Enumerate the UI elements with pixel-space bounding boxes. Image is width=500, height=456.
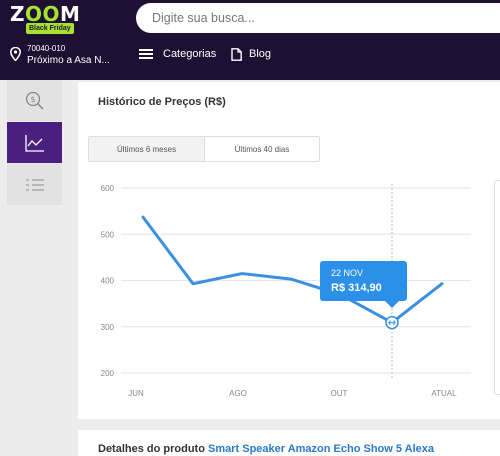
blog-link[interactable]: Blog bbox=[231, 45, 271, 63]
blog-label: Blog bbox=[249, 48, 272, 60]
chart-icon bbox=[24, 134, 44, 152]
x-tick-label: JUN bbox=[128, 389, 144, 398]
y-tick-label: 200 bbox=[101, 369, 115, 378]
sidebar-tab-list[interactable] bbox=[7, 164, 62, 205]
product-details-card: Detalhes do produto Smart Speaker Amazon… bbox=[78, 430, 500, 456]
x-tick-label: OUT bbox=[331, 389, 348, 398]
y-tick-label: 300 bbox=[101, 323, 115, 332]
price-history-title: Histórico de Preços (R$) bbox=[98, 96, 226, 108]
categories-menu[interactable]: Categorias bbox=[139, 45, 216, 63]
tooltip-date: 22 NOV bbox=[331, 268, 364, 278]
logo-text: ZOOM bbox=[10, 2, 81, 26]
price-search-icon: $ bbox=[25, 91, 44, 110]
top-header: ZOOM Black Friday 70040-010 Próximo a As… bbox=[0, 0, 500, 80]
drag-arrows-icon bbox=[388, 320, 396, 325]
sidebar-tab-chart[interactable] bbox=[7, 122, 62, 163]
period-tabs: Últimos 6 meses Últimos 40 dias bbox=[88, 136, 320, 162]
product-name-link[interactable]: Smart Speaker Amazon Echo Show 5 Alexa bbox=[208, 443, 434, 455]
tab-6-months[interactable]: Últimos 6 meses bbox=[89, 137, 205, 161]
search-input[interactable] bbox=[136, 3, 500, 33]
y-tick-label: 600 bbox=[101, 184, 115, 193]
list-icon bbox=[25, 178, 44, 191]
x-tick-label: AGO bbox=[229, 389, 247, 398]
svg-text:$: $ bbox=[30, 95, 35, 104]
hamburger-icon bbox=[139, 49, 153, 59]
black-friday-badge: Black Friday bbox=[26, 23, 74, 34]
categories-label: Categorias bbox=[163, 48, 217, 60]
tooltip-price: R$ 314,90 bbox=[331, 282, 382, 294]
x-tick-label: ATUAL bbox=[431, 389, 457, 398]
price-history-card: Histórico de Preços (R$) Últimos 6 meses… bbox=[78, 82, 500, 419]
document-icon bbox=[231, 47, 242, 61]
product-details-label: Detalhes do produto bbox=[98, 443, 205, 455]
location-city: Próximo a Asa N... bbox=[27, 55, 110, 66]
price-tooltip: 22 NOV R$ 314,90 bbox=[320, 261, 407, 308]
location-selector[interactable]: 70040-010 Próximo a Asa N... bbox=[8, 42, 136, 68]
zoom-logo[interactable]: ZOOM Black Friday bbox=[10, 4, 80, 34]
y-tick-label: 400 bbox=[101, 277, 115, 286]
location-zip: 70040-010 bbox=[27, 44, 66, 53]
y-tick-label: 500 bbox=[101, 230, 115, 239]
side-panel-edge[interactable] bbox=[494, 180, 500, 395]
tab-40-days[interactable]: Últimos 40 dias bbox=[205, 137, 319, 161]
product-details-heading: Detalhes do produto Smart Speaker Amazon… bbox=[98, 443, 434, 455]
sidebar-tab-price-search[interactable]: $ bbox=[7, 80, 62, 121]
location-pin-icon bbox=[10, 47, 21, 61]
